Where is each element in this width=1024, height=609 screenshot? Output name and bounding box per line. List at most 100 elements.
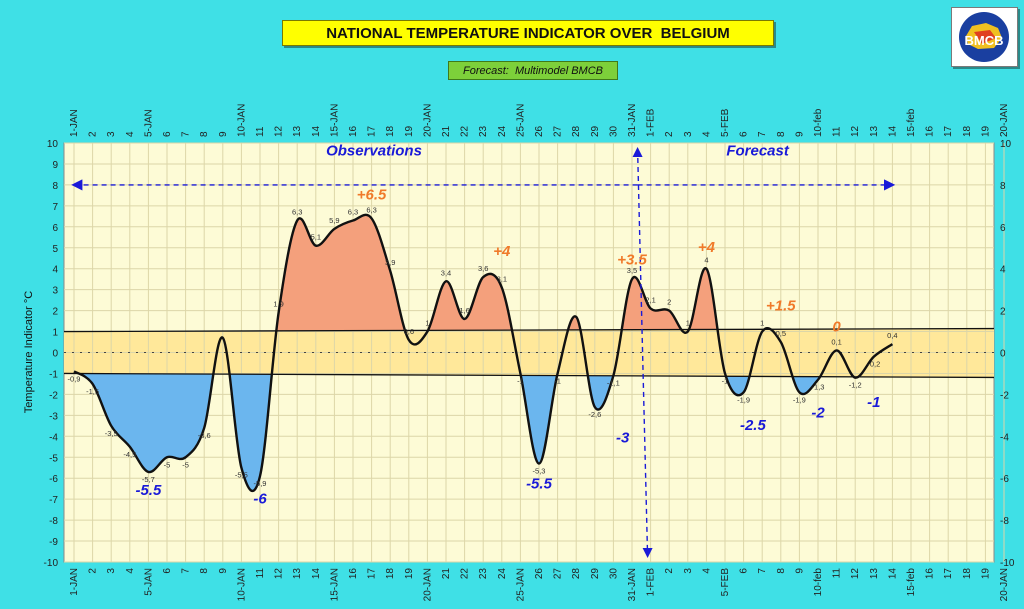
y-tick-label-left: 6 <box>52 223 58 234</box>
data-label: 3,5 <box>627 266 637 275</box>
data-label: 6,3 <box>366 205 376 214</box>
y-tick-label-left: -8 <box>49 516 58 527</box>
y-tick-label-left: 4 <box>52 265 58 276</box>
data-label: 1 <box>425 319 429 328</box>
extreme-annotation: -1 <box>867 394 880 411</box>
y-tick-label-left: 7 <box>52 202 58 213</box>
x-tick-label-bottom: 19 <box>404 568 415 580</box>
data-label: -1,9 <box>737 395 750 404</box>
x-tick-label-bottom: 8 <box>776 568 787 574</box>
x-tick-label-bottom: 4 <box>701 568 712 574</box>
y-tick-label-left: -10 <box>44 558 59 569</box>
data-label: 3,6 <box>478 264 488 273</box>
y-tick-label-left: 9 <box>52 160 58 171</box>
x-tick-label-bottom: 5-JAN <box>143 568 154 596</box>
annotations: -5.5 -6 +6.5 +4 -5.5 +3.5 -3 +4 -2.5 +1.5 0 -2 -1 <box>135 187 880 508</box>
data-label: 0,4 <box>887 331 897 340</box>
extreme-annotation: -3 <box>616 430 630 447</box>
data-label: 3,1 <box>497 275 507 284</box>
data-label: -1 <box>722 376 729 385</box>
data-label: -1,3 <box>812 383 825 392</box>
x-tick-label-top: 5-JAN <box>143 109 154 137</box>
y-tick-label-right: -10 <box>1000 558 1015 569</box>
x-tick-label-top: 27 <box>553 125 564 137</box>
extreme-annotation: +1.5 <box>766 298 796 315</box>
x-tick-label-bottom: 24 <box>497 568 508 580</box>
y-tick-label-right: 10 <box>1000 139 1012 150</box>
x-tick-label-bottom: 29 <box>590 568 601 580</box>
x-tick-label-top: 12 <box>850 125 861 137</box>
x-tick-label-bottom: 8 <box>199 568 210 574</box>
data-label: -5,3 <box>533 467 546 476</box>
x-tick-label-bottom: 12 <box>274 568 285 580</box>
x-tick-label-bottom: 20-JAN <box>422 568 433 601</box>
extreme-annotation: -5.5 <box>526 476 553 493</box>
x-tick-label-bottom: 23 <box>478 568 489 580</box>
region-arrows: Observations Forecast <box>71 143 896 558</box>
data-label: -0,9 <box>68 374 81 383</box>
data-label: -3,6 <box>198 431 211 440</box>
x-tick-label-bottom: 31-JAN <box>627 568 638 601</box>
y-tick-label-right: -4 <box>1000 432 1009 443</box>
x-tick-label-bottom: 3 <box>106 568 117 574</box>
x-tick-label-top: 4 <box>701 131 712 137</box>
x-tick-label-bottom: 2 <box>88 568 99 574</box>
extreme-annotation: -6 <box>253 490 267 507</box>
extreme-annotation: 0 <box>832 319 841 336</box>
data-label: 5,1 <box>311 233 321 242</box>
y-tick-label-left: 0 <box>52 349 58 360</box>
data-label: -5,5 <box>235 471 248 480</box>
x-tick-label-bottom: 10-feb <box>813 568 824 597</box>
x-tick-label-bottom: 13 <box>869 568 880 580</box>
y-tick-label-right: 6 <box>1000 223 1006 234</box>
y-tick-label-right: -2 <box>1000 390 1009 401</box>
y-tick-label-left: -2 <box>49 390 58 401</box>
extreme-annotation: -2 <box>811 404 825 421</box>
data-label: -1,2 <box>849 381 862 390</box>
y-tick-label-right: -6 <box>1000 474 1009 485</box>
data-label: 4 <box>704 256 708 265</box>
region-label: Observations <box>326 143 422 160</box>
y-tick-label-left: -4 <box>49 432 58 443</box>
x-tick-label-bottom: 20-JAN <box>999 568 1010 601</box>
x-tick-label-bottom: 9 <box>218 568 229 574</box>
x-tick-label-top: 9 <box>218 131 229 137</box>
y-tick-label-right: 4 <box>1000 265 1006 276</box>
svg-text:BMCB: BMCB <box>965 33 1004 48</box>
data-label: 3,4 <box>441 268 451 277</box>
x-tick-label-bottom: 6 <box>162 568 173 574</box>
x-tick-label-top: 23 <box>478 125 489 137</box>
x-tick-label-top: 29 <box>590 125 601 137</box>
x-tick-label-bottom: 18 <box>962 568 973 580</box>
x-tick-label-bottom: 5-FEB <box>720 568 731 597</box>
data-label: 1 <box>686 319 690 328</box>
data-label: -5,9 <box>254 479 267 488</box>
x-tick-label-bottom: 7 <box>757 568 768 574</box>
normal-lower-line <box>63 372 995 379</box>
x-tick-label-bottom: 7 <box>181 568 192 574</box>
y-tick-label-left: -7 <box>49 495 58 506</box>
x-tick-label-top: 12 <box>274 125 285 137</box>
x-tick-label-bottom: 15-JAN <box>329 568 340 601</box>
x-tick-label-top: 9 <box>794 131 805 137</box>
data-label: -1,1 <box>607 379 620 388</box>
x-tick-label-bottom: 16 <box>925 568 936 580</box>
x-tick-label-top: 22 <box>460 125 471 137</box>
y-tick-label-left: 10 <box>47 139 59 150</box>
x-tick-label-bottom: 16 <box>348 568 359 580</box>
x-tick-label-bottom: 10-JAN <box>236 568 247 601</box>
x-tick-label-top: 31-JAN <box>627 104 638 137</box>
y-tick-label-right: 0 <box>1000 349 1006 360</box>
extreme-annotation: +3.5 <box>617 252 647 269</box>
data-label: 0,1 <box>831 337 841 346</box>
x-tick-label-top: 24 <box>497 125 508 137</box>
data-label: -0,2 <box>867 360 880 369</box>
x-tick-label-bottom: 14 <box>311 568 322 580</box>
data-label: 1 <box>760 319 764 328</box>
series-line <box>73 213 894 493</box>
x-tick-label-bottom: 11 <box>255 568 266 579</box>
x-tick-label-top: 26 <box>534 125 545 137</box>
y-tick-label-left: -1 <box>49 369 58 380</box>
extreme-annotation: +4 <box>493 243 511 260</box>
x-tick-label-bottom: 11 <box>832 568 843 579</box>
